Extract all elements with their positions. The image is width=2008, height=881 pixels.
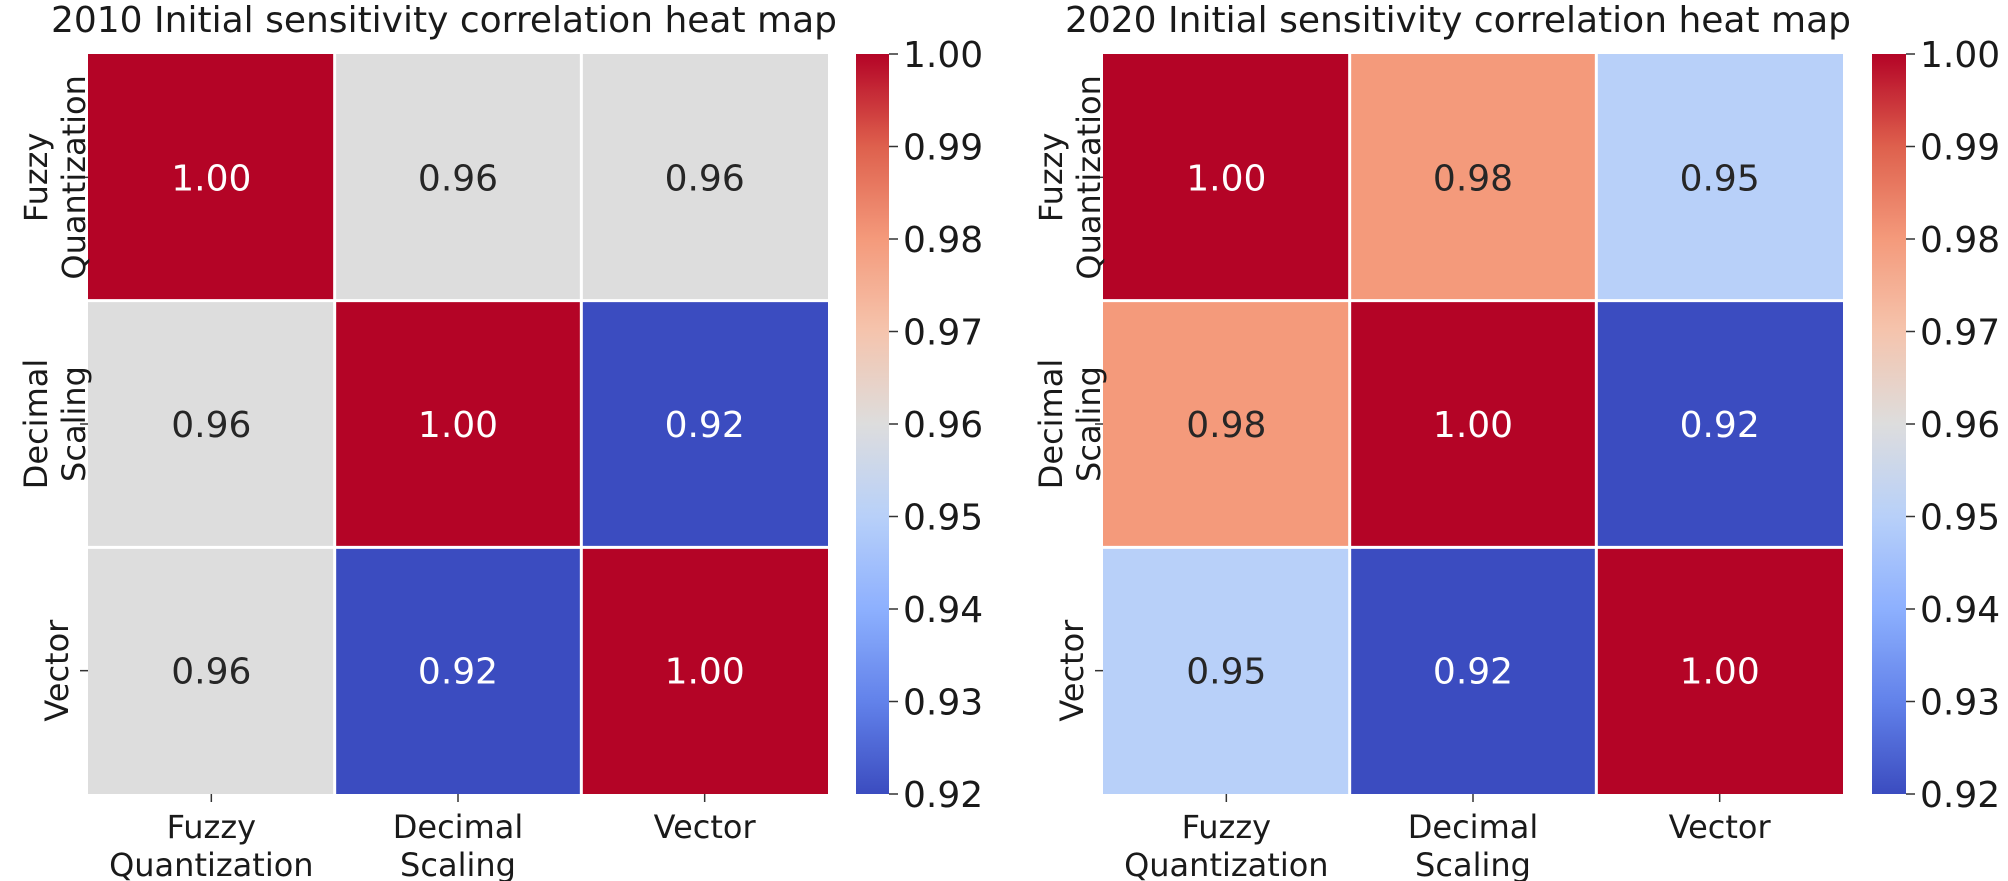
colorbar xyxy=(856,54,889,794)
colorbar-tick-label: 0.95 xyxy=(903,498,983,539)
colorbar-tick-label: 0.92 xyxy=(1920,775,2000,816)
y-tick-label-line: Quantization xyxy=(1070,75,1108,279)
cell-annotation: 1.00 xyxy=(418,405,498,446)
colorbar-tick-label: 0.99 xyxy=(903,128,983,169)
x-tick-label-line: Fuzzy xyxy=(1182,808,1271,846)
cell-annotation: 0.92 xyxy=(665,405,745,446)
colorbar-tick-label: 1.00 xyxy=(1920,35,2000,76)
chart-title: 2010 Initial sensitivity correlation hea… xyxy=(51,0,837,41)
heatmap-cell xyxy=(1349,300,1597,548)
y-tick-label-line: Decimal xyxy=(1032,359,1070,489)
x-tick-label: Vector xyxy=(654,808,757,846)
cell-annotation: 0.95 xyxy=(1680,158,1760,199)
heatmap-cell xyxy=(581,547,828,794)
heatmap-panel-1: 2010 Initial sensitivity correlation hea… xyxy=(17,0,983,881)
heatmap-cell xyxy=(581,54,828,301)
colorbar-tick-label: 0.97 xyxy=(1920,313,2000,354)
colorbar-tick-label: 0.92 xyxy=(903,775,983,816)
y-tick-label-line: Vector xyxy=(1053,619,1091,722)
heatmap-cell xyxy=(581,300,828,548)
colorbar-tick-label: 0.98 xyxy=(903,220,983,261)
colorbar-tick-label: 1.00 xyxy=(903,35,983,76)
y-tick-label-line: Quantization xyxy=(55,75,93,279)
y-tick-label-line: Fuzzy xyxy=(1032,133,1070,222)
cell-annotation: 0.92 xyxy=(1433,652,1513,693)
cell-annotation: 0.92 xyxy=(418,652,498,693)
heatmap-cell xyxy=(88,54,335,301)
colorbar-tick-label: 0.95 xyxy=(1920,498,2000,539)
x-tick-label-line: Quantization xyxy=(1124,846,1329,881)
y-tick-label: FuzzyQuantization xyxy=(1032,75,1108,279)
x-tick-label: Decimal Scaling xyxy=(1408,808,1538,881)
y-tick-label: Vector xyxy=(1053,619,1091,722)
cell-annotation: 0.98 xyxy=(1186,405,1266,446)
cell-annotation: 0.96 xyxy=(171,652,251,693)
y-tick-label: Vector xyxy=(38,619,76,722)
x-tick-label: Decimal Scaling xyxy=(393,808,523,881)
heatmap-cell xyxy=(334,547,582,794)
cell-annotation: 0.95 xyxy=(1186,652,1266,693)
x-tick-label-line: Vector xyxy=(654,808,757,846)
heatmap-cell xyxy=(1103,547,1350,794)
heatmap-cell xyxy=(1349,547,1597,794)
y-tick-label-line: Fuzzy xyxy=(17,133,55,222)
heatmap-cell xyxy=(1103,54,1350,301)
colorbar-tick-label: 0.96 xyxy=(903,405,983,446)
cell-annotation: 0.98 xyxy=(1433,158,1513,199)
chart-title: 2020 Initial sensitivity correlation hea… xyxy=(1065,0,1851,41)
cell-annotation: 1.00 xyxy=(1186,158,1266,199)
colorbar-tick-label: 0.94 xyxy=(1920,590,2000,631)
y-tick-label: DecimalScaling xyxy=(1032,359,1108,489)
cell-annotation: 0.96 xyxy=(418,158,498,199)
heatmap-cell xyxy=(1349,54,1597,301)
y-tick-label: FuzzyQuantization xyxy=(17,75,93,279)
heatmap-panel-2: 2020 Initial sensitivity correlation hea… xyxy=(1032,0,2000,881)
heatmap-cell xyxy=(1103,300,1350,548)
heatmap-cell xyxy=(334,54,582,301)
colorbar xyxy=(1872,54,1906,794)
x-tick-label-line: Scaling xyxy=(1415,846,1531,881)
heatmap-cell xyxy=(1596,300,1843,548)
heatmap-cell xyxy=(88,547,335,794)
cell-annotation: 0.92 xyxy=(1680,405,1760,446)
cell-annotation: 0.96 xyxy=(171,405,251,446)
x-tick-label-line: Decimal xyxy=(393,808,523,846)
colorbar-tick-label: 0.99 xyxy=(1920,128,2000,169)
colorbar-tick-label: 0.94 xyxy=(903,590,983,631)
y-tick-label-line: Scaling xyxy=(55,366,93,482)
y-tick-label: DecimalScaling xyxy=(17,359,93,489)
x-tick-label: Fuzzy Quantization xyxy=(1124,808,1329,881)
colorbar-tick-label: 0.98 xyxy=(1920,220,2000,261)
colorbar-tick-label: 0.96 xyxy=(1920,405,2000,446)
y-tick-label-line: Decimal xyxy=(17,359,55,489)
heatmap-cell xyxy=(88,300,335,548)
cell-annotation: 1.00 xyxy=(1680,652,1760,693)
x-tick-label-line: Vector xyxy=(1669,808,1772,846)
cell-annotation: 1.00 xyxy=(1433,405,1513,446)
colorbar-tick-label: 0.97 xyxy=(903,313,983,354)
y-tick-label-line: Scaling xyxy=(1070,366,1108,482)
x-tick-label: Fuzzy Quantization xyxy=(109,808,314,881)
colorbar-tick-label: 0.93 xyxy=(1920,683,2000,724)
cell-annotation: 1.00 xyxy=(665,652,745,693)
cell-annotation: 1.00 xyxy=(171,158,251,199)
colorbar-tick-label: 0.93 xyxy=(903,683,983,724)
x-tick-label-line: Scaling xyxy=(400,846,516,881)
cell-annotation: 0.96 xyxy=(665,158,745,199)
y-tick-label-line: Vector xyxy=(38,619,76,722)
x-tick-label-line: Decimal xyxy=(1408,808,1538,846)
heatmap-cell xyxy=(334,300,582,548)
x-tick-label-line: Fuzzy xyxy=(167,808,256,846)
heatmap-cell xyxy=(1596,547,1843,794)
heatmap-cell xyxy=(1596,54,1843,301)
x-tick-label: Vector xyxy=(1669,808,1772,846)
x-tick-label-line: Quantization xyxy=(109,846,314,881)
